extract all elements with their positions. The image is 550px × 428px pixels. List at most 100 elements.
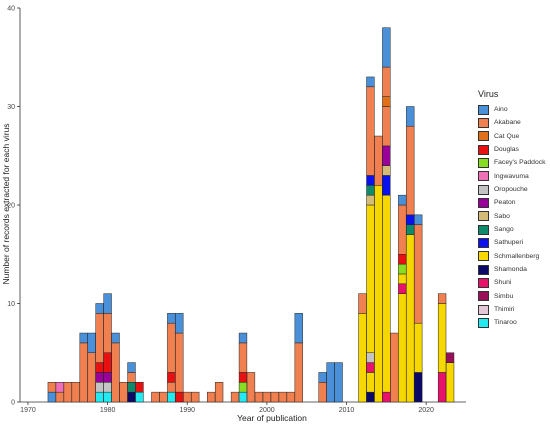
bar-segment-akabane-2016: [390, 332, 399, 403]
bar-segment-aino-1988: [167, 313, 176, 324]
legend-swatch: [478, 144, 489, 155]
bar-segment-akabane-1988: [167, 322, 176, 373]
bar-segment-akabane-1976: [71, 382, 80, 403]
bar-segment-aino-2008: [326, 362, 335, 403]
x-tick-label: 1970: [20, 407, 36, 414]
bar-segment-sathuperi-2013: [366, 175, 375, 186]
legend-item-facey-s-paddock: Facey's Paddock: [478, 156, 548, 169]
legend-swatch: [478, 224, 489, 235]
bar-segment-shamonda-2013: [366, 391, 375, 403]
bar-segment-aino-1979: [95, 303, 104, 314]
bar-segment-aino-2019: [414, 214, 423, 225]
x-tick-label: 1990: [179, 407, 195, 414]
bar-segment-schmallenberg-2015: [382, 194, 391, 393]
bar-segment-akabane-2015: [382, 66, 391, 97]
x-tick-label: 2020: [418, 407, 434, 414]
legend-label: Shuni: [494, 279, 512, 287]
legend-item-shuni: Shuni: [478, 276, 548, 289]
legend-swatch: [478, 197, 489, 208]
legend-label: Sathuperi: [494, 239, 524, 247]
y-tick-label: 40: [7, 6, 15, 13]
legend-label: Facey's Paddock: [494, 159, 546, 167]
bar-segment-tinaroo-1997: [238, 391, 248, 403]
bar-segment-aino-2015: [382, 27, 391, 68]
legend-item-sathuperi: Sathuperi: [478, 236, 548, 249]
legend-item-thimiri: Thimiri: [478, 303, 548, 316]
legend-swatch: [478, 317, 489, 328]
legend-label: Tinaroo: [494, 319, 517, 327]
legend-item-tinaroo: Tinaroo: [478, 316, 548, 329]
bar-segment-schmallenberg-2013: [366, 204, 375, 353]
bar-segment-akabane-2018: [406, 125, 415, 216]
bar-segment-shamonda-2019: [414, 372, 423, 403]
legend-item-ingwavuma: Ingwavuma: [478, 170, 548, 183]
bar-segment-aino-1978: [87, 332, 96, 353]
legend-swatch: [478, 291, 489, 302]
bar-segment-akabane-1983: [127, 372, 136, 383]
legend: Virus Aino Akabane Cat Que Douglas Facey's P…: [478, 88, 548, 330]
legend-item-sabo: Sabo: [478, 210, 548, 223]
bar-segment-sango-2013: [366, 185, 375, 196]
bar-segment-tinaroo-1988: [167, 391, 176, 403]
bar-segment-simbu-2023: [445, 352, 455, 363]
x-tick-label: 2000: [259, 407, 275, 414]
legend-label: Simbu: [494, 292, 514, 300]
x-tick-label: 1980: [100, 407, 116, 414]
bar-segment-akabane-2002: [278, 391, 287, 403]
bar-segment-sango-2018: [406, 224, 415, 235]
bar-segment-tinaroo-1979: [95, 391, 104, 403]
bar-segment-schmallenberg-2017: [398, 273, 407, 285]
bar-segment-douglas-1997: [238, 372, 248, 383]
bar-segment-peaton-1979: [95, 372, 104, 383]
bar-segment-akabane-2019: [414, 224, 423, 324]
bar-segment-schmallenberg-2022: [437, 303, 447, 373]
bar-segment-aino-2007: [318, 372, 327, 383]
bar-segment-akabane-1990: [183, 391, 192, 403]
bar-segment-douglas-1988: [167, 372, 176, 383]
legend-item-schmallenberg: Schmallenberg: [478, 250, 548, 263]
bar-segment-schmallenberg-2019: [414, 322, 423, 373]
x-tick-label: 2010: [339, 407, 355, 414]
legend-swatch: [478, 211, 489, 222]
bar-segment-akabane-2022: [437, 293, 447, 304]
bar-segment-douglas-1979: [95, 362, 104, 373]
bar-segment-akabane-1974: [55, 391, 64, 403]
legend-swatch: [478, 117, 489, 128]
bar-segment-akabane-2012: [358, 293, 367, 314]
legend-swatch: [478, 104, 489, 115]
legend-label: Akabane: [494, 119, 521, 127]
bar-segment-akabane-1978: [87, 352, 96, 403]
bar-segment-schmallenberg-2017: [398, 293, 407, 403]
bar-segment-aino-1989: [175, 313, 184, 334]
legend-label: Ingwavuma: [494, 172, 529, 180]
bar-segment-akabane-1997: [238, 342, 248, 373]
bar-segment-sathuperi-2018: [406, 214, 415, 225]
bar-segment-aino-2013: [366, 76, 375, 88]
legend-item-shamonda: Shamonda: [478, 263, 548, 276]
bar-segment-akabane-1988: [167, 382, 176, 393]
bar-segment-facey-s-paddock-1997: [238, 382, 248, 393]
bar-segment-aino-1981: [111, 332, 120, 344]
legend-item-sango: Sango: [478, 223, 548, 236]
bar-segment-akabane-2003: [286, 391, 295, 403]
bar-segment-akabane-2014: [374, 135, 383, 186]
bar-segment-akabane-1996: [230, 391, 240, 403]
bar-segment-shuni-2017: [398, 283, 407, 294]
legend-label: Oropouche: [494, 186, 528, 194]
bar-segment-peaton-1980: [103, 372, 112, 383]
bar-segment-sabo-2015: [382, 165, 391, 176]
x-axis-label: Year of publication: [237, 413, 307, 423]
legend-swatch: [478, 264, 489, 275]
bar-segment-aino-1977: [79, 332, 88, 344]
bar-segment-shuni-2015: [382, 391, 391, 403]
legend-item-aino: Aino: [478, 103, 548, 116]
bar-segment-aino-2017: [398, 194, 407, 206]
bar-segment-akabane-2015: [382, 106, 391, 147]
legend-label: Sabo: [494, 212, 510, 220]
bar-segment-tinaroo-1980: [103, 391, 112, 403]
legend-title: Virus: [478, 89, 499, 99]
bar-segment-facey-s-paddock-2017: [398, 263, 407, 275]
y-tick-label: 0: [11, 400, 15, 407]
bar-segment-aino-2009: [334, 362, 343, 403]
bar-segment-akabane-1973: [47, 382, 57, 393]
